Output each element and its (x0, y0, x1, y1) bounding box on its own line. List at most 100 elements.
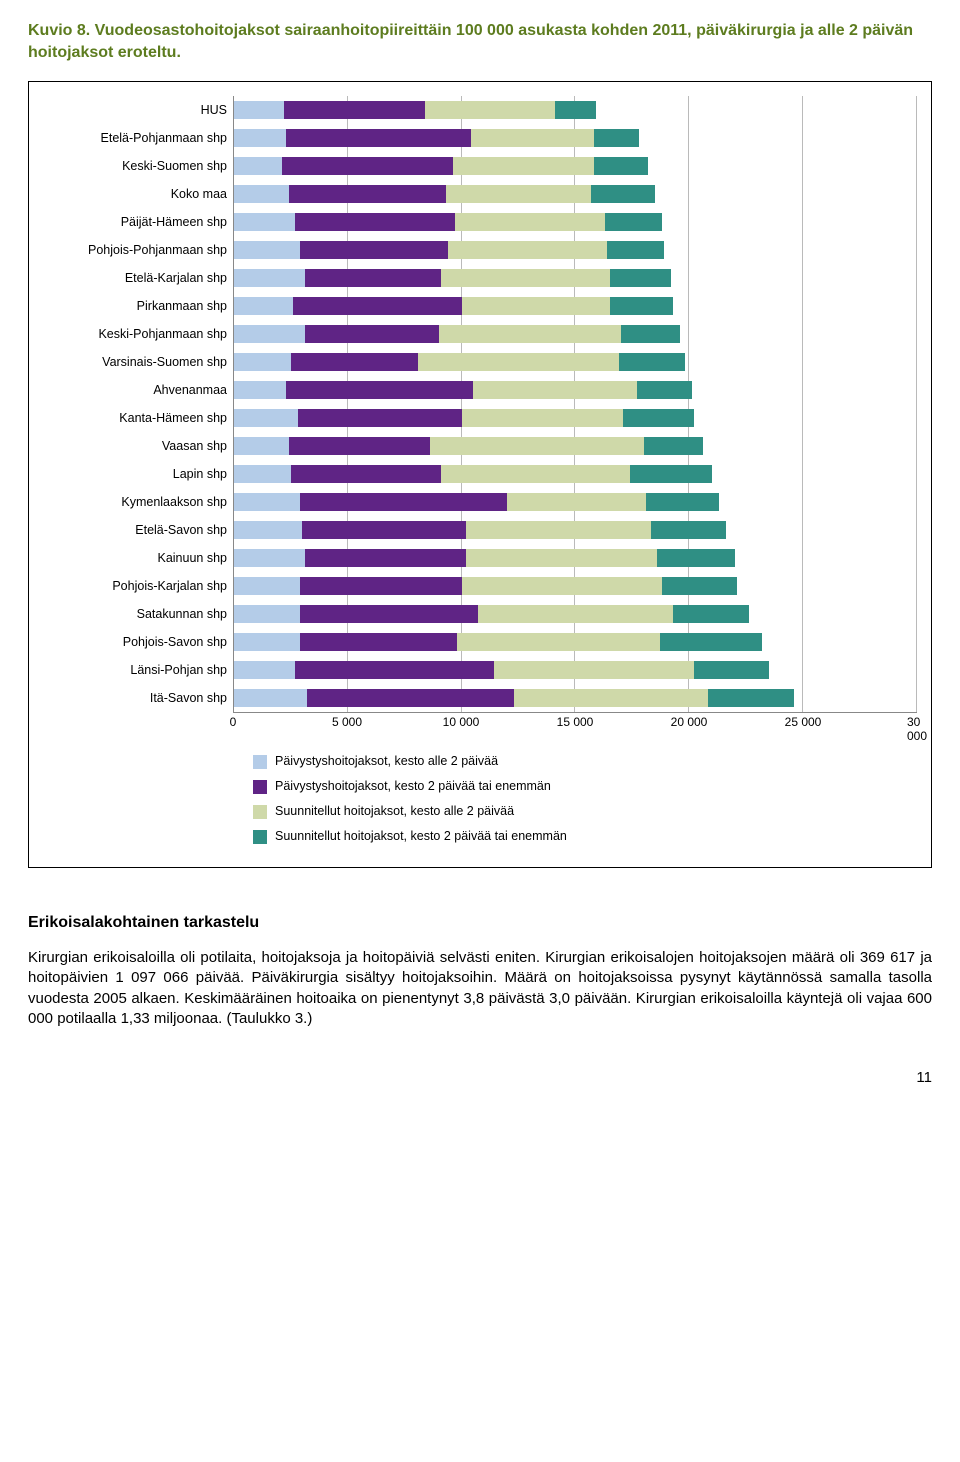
chart-plot (233, 96, 917, 713)
legend-item: Suunnitellut hoitojaksot, kesto 2 päivää… (253, 824, 917, 849)
bar-segment (295, 661, 493, 679)
bar-segment (234, 213, 295, 231)
page-number: 11 (28, 1069, 932, 1086)
bar-segment (234, 605, 300, 623)
bar-segment (610, 269, 671, 287)
category-label: Itä-Savon shp (43, 684, 233, 712)
bar-segment (466, 549, 657, 567)
x-tick: 15 000 (557, 715, 594, 729)
bar-row (234, 264, 917, 292)
bar-segment (286, 129, 470, 147)
bar-segment (305, 325, 439, 343)
bar-segment (607, 241, 664, 259)
bar-segment (441, 269, 609, 287)
bar-segment (234, 101, 284, 119)
bar-row (234, 96, 917, 124)
bar-segment (673, 605, 748, 623)
bar-segment (291, 353, 418, 371)
bar-segment (234, 185, 289, 203)
bar-segment (307, 689, 514, 707)
category-label: Pohjois-Karjalan shp (43, 572, 233, 600)
category-label: Kainuun shp (43, 544, 233, 572)
bar-segment (234, 549, 305, 567)
bar-segment (594, 157, 649, 175)
bar-segment (430, 437, 644, 455)
bar-segment (453, 157, 594, 175)
legend-label: Päivystyshoitojaksot, kesto 2 päivää tai… (275, 774, 551, 799)
category-label: Pirkanmaan shp (43, 292, 233, 320)
bar-segment (289, 437, 430, 455)
bar-segment (646, 493, 719, 511)
category-label: Varsinais-Suomen shp (43, 348, 233, 376)
category-label: Kymenlaakson shp (43, 488, 233, 516)
bar-row (234, 124, 917, 152)
bar-segment (298, 409, 462, 427)
bar-segment (694, 661, 769, 679)
bar-segment (286, 381, 473, 399)
legend-label: Päivystyshoitojaksot, kesto alle 2 päivä… (275, 749, 498, 774)
legend-item: Päivystyshoitojaksot, kesto 2 päivää tai… (253, 774, 917, 799)
bar-row (234, 152, 917, 180)
bar-segment (234, 633, 300, 651)
bar-row (234, 600, 917, 628)
bar-row (234, 404, 917, 432)
bar-segment (234, 297, 293, 315)
category-label: Keski-Suomen shp (43, 152, 233, 180)
bar-segment (300, 605, 478, 623)
paragraph: Kirurgian erikoisaloilla oli potilaita, … (28, 948, 932, 1029)
bar-row (234, 516, 917, 544)
legend-item: Päivystyshoitojaksot, kesto alle 2 päivä… (253, 749, 917, 774)
category-label: HUS (43, 96, 233, 124)
bar-row (234, 460, 917, 488)
bar-segment (305, 269, 442, 287)
category-label: Etelä-Savon shp (43, 516, 233, 544)
bar-segment (644, 437, 703, 455)
bar-segment (425, 101, 555, 119)
bar-segment (284, 101, 425, 119)
bar-segment (514, 689, 708, 707)
chart-legend: Päivystyshoitojaksot, kesto alle 2 päivä… (253, 749, 917, 849)
category-label: Etelä-Pohjanmaan shp (43, 124, 233, 152)
bar-segment (494, 661, 694, 679)
bar-segment (441, 465, 630, 483)
category-label: Kanta-Hämeen shp (43, 404, 233, 432)
bar-segment (234, 381, 286, 399)
bar-row (234, 656, 917, 684)
bar-segment (610, 297, 674, 315)
legend-swatch (253, 755, 267, 769)
bar-segment (234, 241, 300, 259)
bar-segment (462, 409, 624, 427)
bar-segment (300, 493, 507, 511)
legend-item: Suunnitellut hoitojaksot, kesto alle 2 p… (253, 799, 917, 824)
category-label: Vaasan shp (43, 432, 233, 460)
bar-segment (455, 213, 605, 231)
category-label: Pohjois-Savon shp (43, 628, 233, 656)
bar-segment (302, 521, 466, 539)
bar-segment (662, 577, 737, 595)
bar-segment (462, 577, 662, 595)
x-tick: 10 000 (443, 715, 480, 729)
bar-segment (234, 325, 305, 343)
chart-bars (234, 96, 917, 712)
bar-row (234, 292, 917, 320)
legend-swatch (253, 805, 267, 819)
bar-segment (605, 213, 662, 231)
x-tick: 0 (230, 715, 237, 729)
x-tick: 25 000 (785, 715, 822, 729)
bar-segment (594, 129, 640, 147)
bar-segment (234, 437, 289, 455)
page-title: Kuvio 8. Vuodeosastohoitojaksot sairaanh… (28, 20, 932, 63)
bar-segment (300, 241, 448, 259)
section-heading: Erikoisalakohtainen tarkastelu (28, 914, 932, 932)
bar-segment (282, 157, 453, 175)
bar-row (234, 544, 917, 572)
bar-row (234, 376, 917, 404)
bar-segment (300, 633, 457, 651)
bar-segment (234, 269, 305, 287)
bar-row (234, 628, 917, 656)
bar-segment (507, 493, 646, 511)
bar-segment (651, 521, 726, 539)
bar-segment (234, 689, 307, 707)
bar-segment (478, 605, 674, 623)
bar-segment (591, 185, 655, 203)
